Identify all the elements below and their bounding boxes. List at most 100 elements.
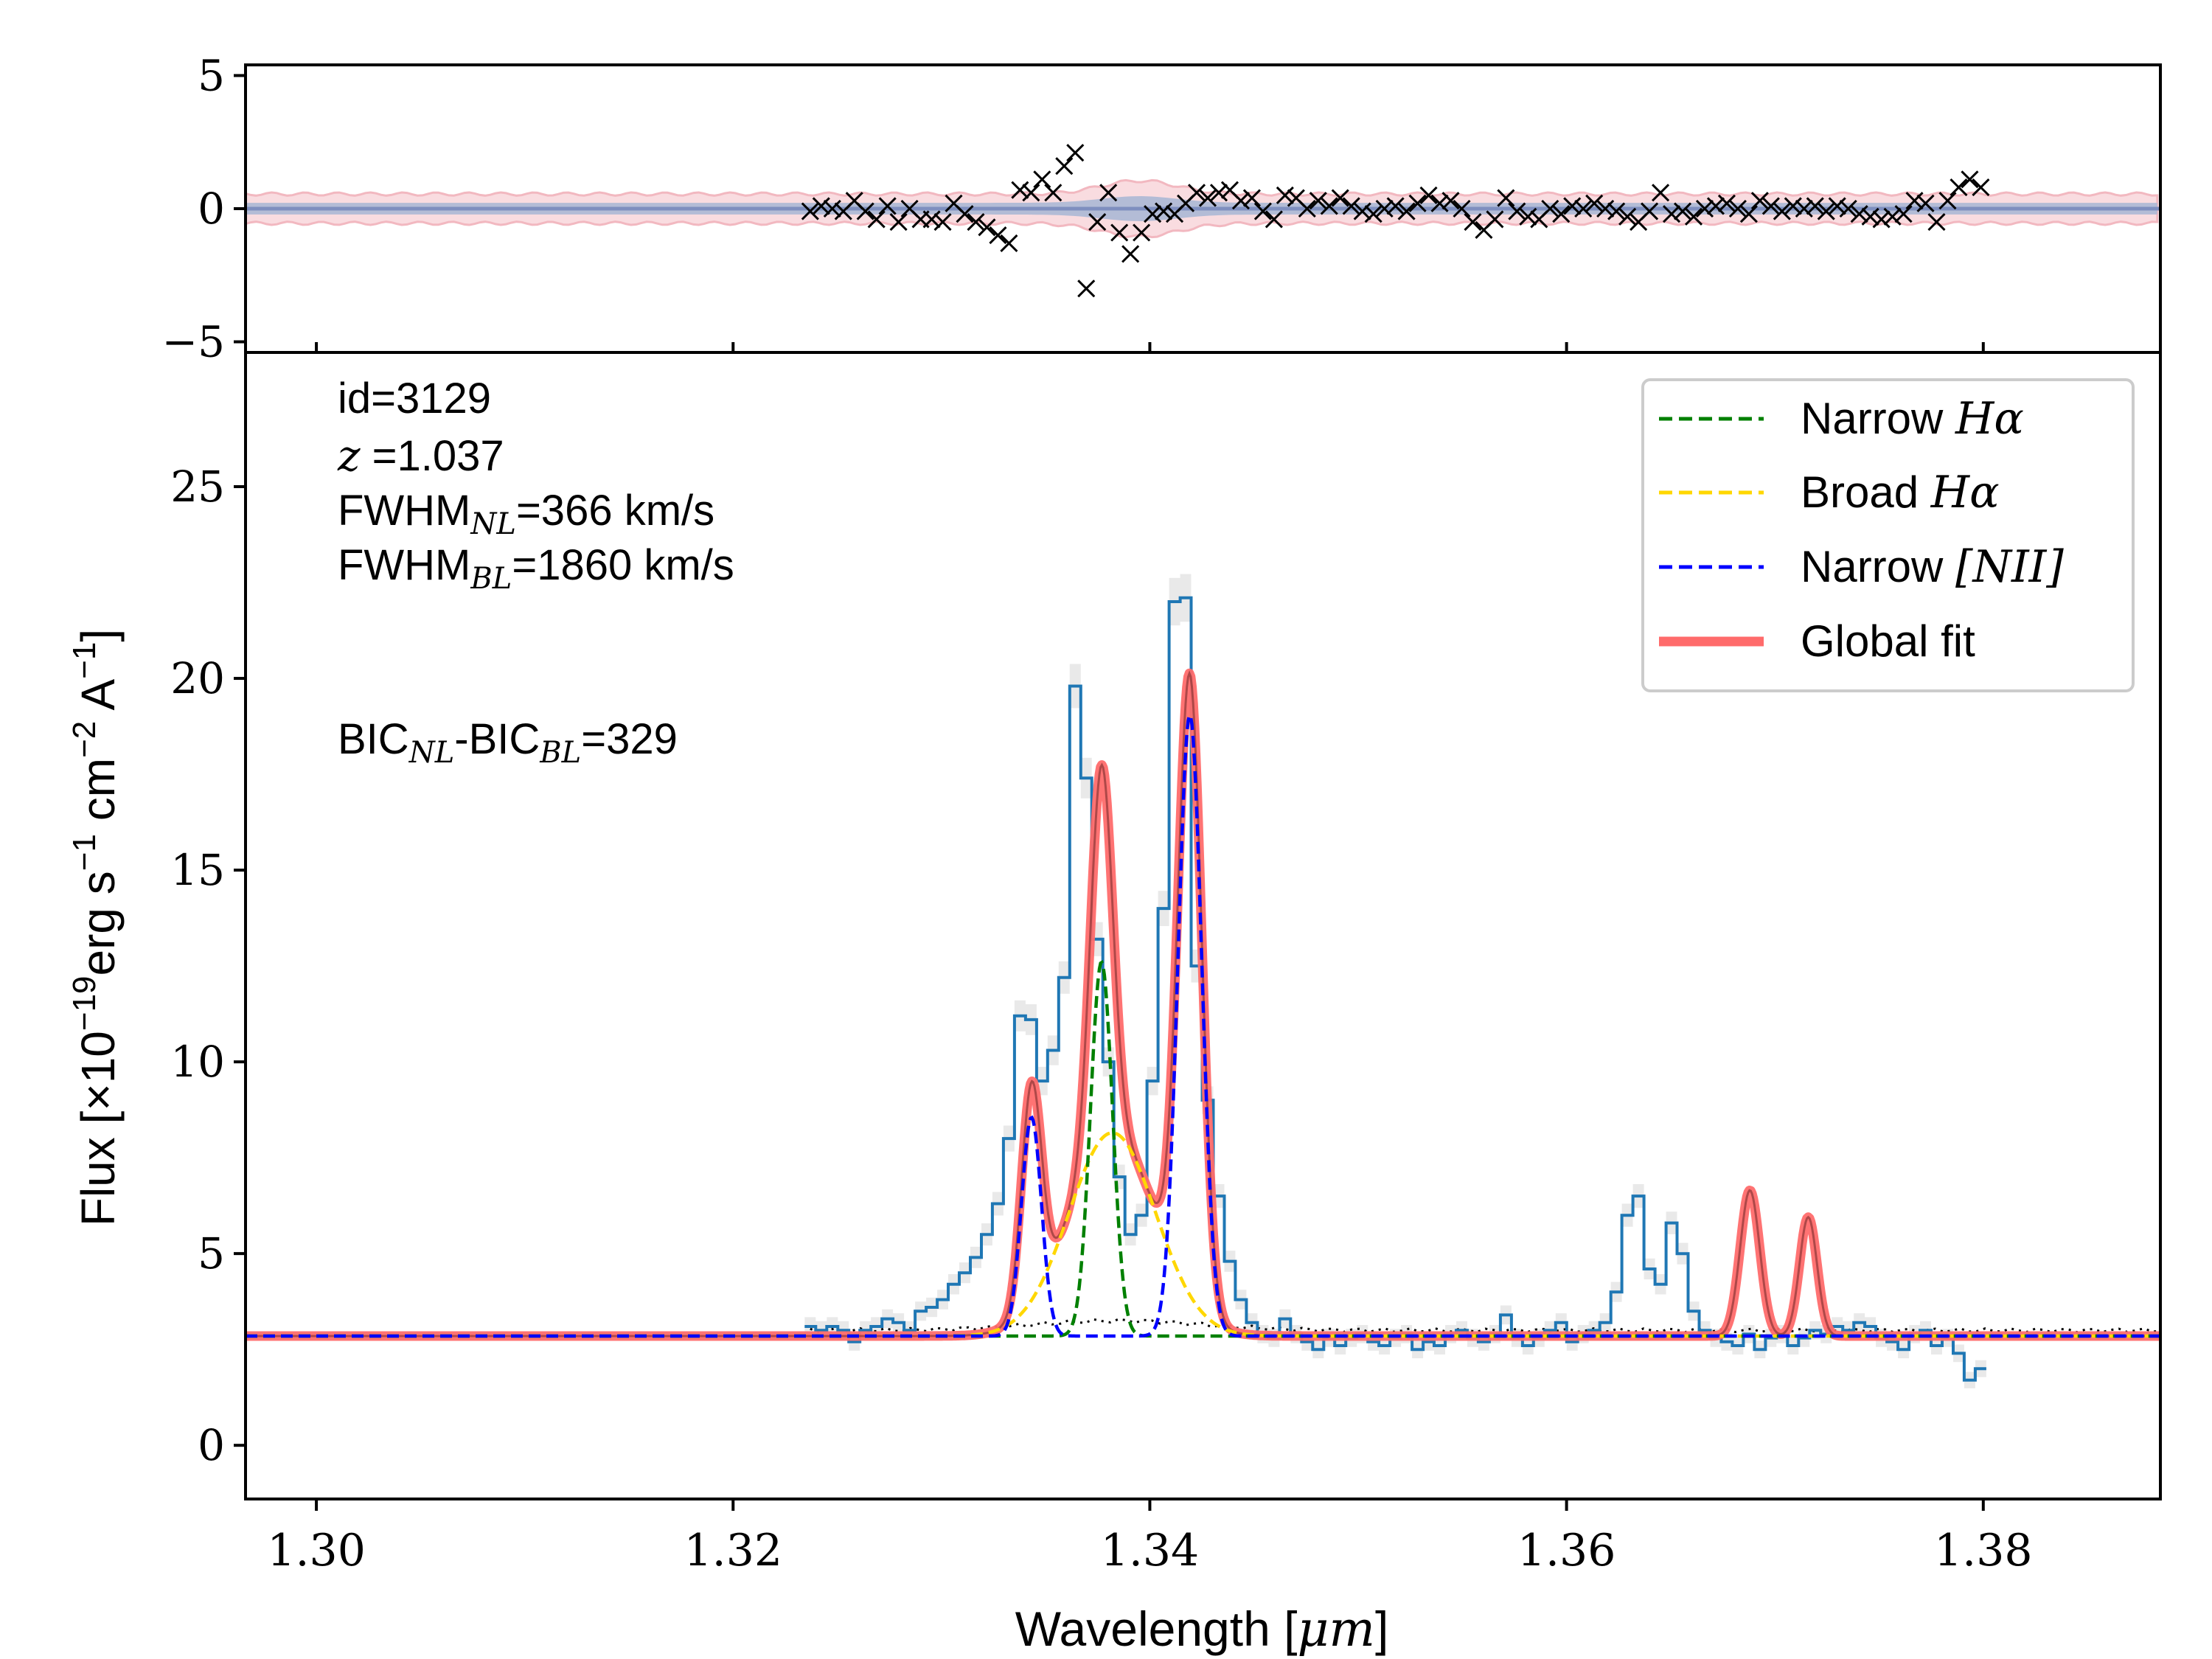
residual-marker [1695,199,1714,218]
residual-marker [1950,178,1968,197]
legend-text-narrow-ha: Narrow [1801,394,1955,443]
fwhm-broad-value: =1860 km/s [512,541,734,589]
residual-marker [1806,197,1824,215]
y-axis-label-s-exponent: −1 [66,834,102,871]
residual-marker [989,226,1007,245]
legend: Narrow Hα Broad Hα Narrow [NII] Global f… [1641,378,2135,692]
legend-label-nii: Narrow [NII] [1801,541,2064,593]
spectrum-ytick-label: 20 [170,653,225,703]
residual-marker [1784,197,1802,215]
y-axis-label-exponent: −19 [66,975,102,1031]
residual-marker [956,205,974,223]
residual-marker [1242,189,1261,207]
residual-marker [1099,184,1118,202]
legend-math-nii: [NII] [1955,541,2064,593]
residual-marker [1397,202,1416,220]
residual-marker [1231,192,1250,210]
residual-marker [1408,194,1427,212]
spectrum-xtick-label: 1.30 [267,1525,366,1576]
bic-subscript-broad: BL [539,736,581,770]
legend-text-broad-ha: Broad [1801,467,1931,517]
residual-marker [1961,170,1979,189]
residual-marker [1728,199,1747,218]
residual-marker [1022,184,1040,202]
spectrum-ytick-label: 10 [170,1037,225,1087]
residual-marker [1916,194,1935,212]
residual-marker [1739,205,1758,223]
residual-marker [1133,223,1151,242]
bic-value: =329 [581,715,678,763]
residual-marker [1088,212,1107,232]
narrow-nii-component [246,712,2160,1338]
residual-marker [933,212,952,232]
spectrum-frame [244,351,2162,1500]
residual-marker [1486,210,1504,229]
fwhm-broad-label: FWHMBL=1860 km/s [338,541,734,596]
residual-marker [1972,178,1990,197]
residual-marker [1519,207,1537,226]
spectrum-plot-area [246,574,2160,1388]
residual-marker [1033,170,1051,189]
redshift-label: z =1.037 [337,431,504,481]
residual-marker [1861,207,1879,226]
residual-ytick-label: 0 [198,184,225,234]
legend-label-global-fit: Global fit [1801,616,1975,666]
residual-marker [1209,184,1228,202]
bic-difference-label: BICNL-BICBL=329 [338,715,678,770]
redshift-symbol: z [337,431,361,481]
residual-marker [856,202,874,220]
residual-marker [1641,202,1659,220]
residual-marker [1464,212,1482,232]
bic-prefix: BIC [338,715,409,763]
y-axis-label-a: A [72,679,125,721]
residual-marker [1066,144,1085,162]
residual-marker [1265,210,1283,229]
legend-math-narrow-ha: Hα [1955,393,2024,445]
residual-marker [1607,202,1626,220]
residual-marker [889,212,908,232]
residual-ytick-label: −5 [162,317,226,367]
residual-marker [1585,194,1604,212]
residual-marker [1541,199,1559,218]
y-axis-label-main: Flux [×10 [72,1031,125,1226]
residual-marker [1187,184,1206,202]
spectrum-ytick-label: 0 [198,1420,225,1470]
residual-marker [1652,184,1670,202]
residual-marker [1750,192,1769,210]
residual-marker [1662,205,1681,223]
residual-marker [1596,199,1615,218]
redshift-value: =1.037 [361,432,504,480]
fwhm-narrow-subscript: NL [470,507,516,541]
legend-label-broad-ha: Broad Hα [1801,467,2000,518]
y-axis-label-cm-exponent: −2 [66,721,102,758]
x-axis-label: Wavelength [μm] [1015,1601,1389,1658]
residual-marker [1927,212,1946,232]
residual-marker [1828,197,1846,215]
residual-marker [1000,234,1018,253]
spectrum-axes: 0 5 10 15 20 25 1.30 1.32 1.34 1.36 1.38 [170,351,2162,1576]
fwhm-narrow-value: =366 km/s [516,487,714,535]
residual-marker [1110,223,1129,242]
residual-marker [967,212,985,232]
fwhm-narrow-label: FWHMNL=366 km/s [338,487,714,541]
fwhm-broad-subscript: BL [470,562,512,596]
residual-marker [1441,192,1460,210]
spectrum-xtick-label: 1.38 [1934,1525,2033,1576]
legend-math-broad-ha: Hα [1930,467,2000,518]
residual-marker [1839,199,1857,218]
y-axis-label-a-exponent: −1 [66,642,102,679]
residual-marker [1761,197,1780,215]
spectrum-ytick-label: 5 [198,1228,225,1279]
residual-marker [1618,207,1637,226]
spectrum-ytick-label: 25 [170,462,225,512]
residual-marker [1552,205,1571,223]
residual-marker [1497,189,1515,207]
residual-marker [1386,197,1405,215]
residual-marker [1574,199,1593,218]
residual-marker [1055,157,1074,175]
observed-uncertainty-band [804,574,1986,1388]
residual-marker [1276,186,1294,205]
residual-marker [1563,197,1582,215]
residual-marker [1320,197,1338,215]
